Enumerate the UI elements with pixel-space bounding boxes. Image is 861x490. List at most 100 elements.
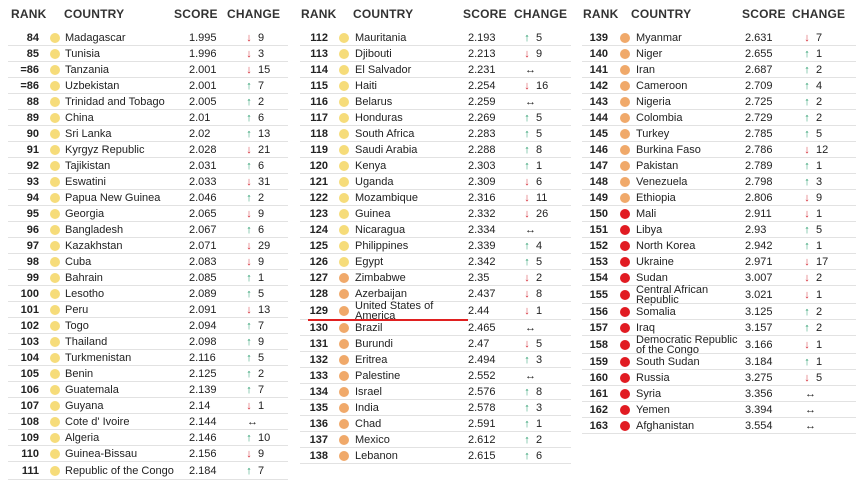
table-row: 119 Saudi Arabia 2.288 ↑ 8 (300, 142, 571, 158)
change-cell: 1 (816, 48, 823, 60)
table-row: 115 Haiti 2.254 ↓ 16 (300, 78, 571, 94)
peace-level-dot-icon (339, 161, 349, 171)
peace-level-dot-icon (339, 97, 349, 107)
row-divider (8, 141, 288, 142)
change-cell: 5 (536, 256, 543, 268)
change-cell: 6 (258, 224, 265, 236)
row-divider (582, 253, 856, 254)
row-divider (300, 415, 571, 416)
header-rank: RANK (301, 7, 337, 21)
peace-level-dot-icon (50, 257, 60, 267)
row-divider (582, 335, 856, 336)
rank-cell: 127 (309, 272, 328, 284)
country-cell: Brazil (355, 322, 383, 334)
arrow-down-icon: ↓ (804, 372, 810, 384)
change-cell: 2 (536, 434, 543, 446)
row-divider (8, 173, 288, 174)
row-divider (582, 205, 856, 206)
table-row: 120 Kenya 2.303 ↑ 1 (300, 158, 571, 174)
country-cell: Bahrain (65, 272, 103, 284)
row-divider (8, 445, 288, 446)
change-cell: 5 (536, 112, 543, 124)
table-row: 138 Lebanon 2.615 ↑ 6 (300, 448, 571, 464)
rank-cell: 115 (310, 80, 328, 92)
country-cell: Burkina Faso (636, 144, 701, 156)
arrow-up-icon: ↑ (524, 418, 530, 430)
peace-level-dot-icon (620, 145, 630, 155)
table-row: 98 Cuba 2.083 ↓ 9 (8, 254, 288, 270)
table-row: 104 Turkmenistan 2.116 ↑ 5 (8, 350, 288, 366)
score-cell: 2.139 (189, 384, 217, 396)
peace-level-dot-icon (50, 209, 60, 219)
change-cell: 2 (258, 192, 265, 204)
table-row: 147 Pakistan 2.789 ↑ 1 (582, 158, 856, 174)
country-cell: Nigeria (636, 96, 671, 108)
row-divider (8, 461, 288, 462)
peace-level-dot-icon (339, 81, 349, 91)
country-cell: Egypt (355, 256, 384, 268)
rank-cell: 121 (309, 176, 328, 188)
peace-level-dot-icon (339, 129, 349, 139)
peace-level-dot-icon (620, 97, 630, 107)
country-cell: Eritrea (355, 354, 388, 366)
arrow-up-icon: ↑ (524, 128, 530, 140)
score-cell: 2.47 (468, 338, 490, 350)
country-cell: Saudi Arabia (355, 144, 418, 156)
arrow-down-icon: ↓ (804, 289, 810, 301)
rank-cell: 99 (26, 272, 39, 284)
arrow-up-icon: ↑ (246, 336, 252, 348)
rank-cell: 161 (589, 388, 608, 400)
peace-level-dot-icon (50, 225, 60, 235)
rank-cell: 116 (310, 96, 328, 108)
header-score: SCORE (742, 7, 786, 21)
score-cell: 2.184 (189, 465, 217, 477)
arrow-up-icon: ↑ (524, 402, 530, 414)
row-divider (582, 109, 856, 110)
peace-level-dot-icon (50, 433, 60, 443)
table-row: 99 Bahrain 2.085 ↑ 1 (8, 270, 288, 286)
table-row: 124 Nicaragua 2.334 ↔ (300, 222, 571, 238)
arrow-up-icon: ↑ (246, 96, 252, 108)
arrow-down-icon: ↓ (246, 64, 252, 76)
rank-cell: 106 (20, 384, 39, 396)
row-divider (300, 173, 571, 174)
rank-cell: 100 (20, 288, 39, 300)
arrow-up-icon: ↑ (524, 434, 530, 446)
score-cell: 2.612 (468, 434, 496, 446)
rank-cell: 124 (309, 224, 328, 236)
arrow-up-icon: ↑ (804, 112, 810, 124)
table-row: 162 Yemen 3.394 ↔ (582, 402, 856, 418)
arrow-up-icon: ↑ (804, 322, 810, 334)
row-divider (582, 369, 856, 370)
row-divider (8, 429, 288, 430)
change-cell: 9 (536, 48, 543, 60)
country-cell: Israel (355, 386, 382, 398)
peace-level-dot-icon (620, 421, 630, 431)
rank-cell: 118 (310, 128, 328, 140)
peace-level-dot-icon (50, 321, 60, 331)
table-row: 137 Mexico 2.612 ↑ 2 (300, 432, 571, 448)
table-row: 146 Burkina Faso 2.786 ↓ 12 (582, 142, 856, 158)
score-cell: 2.001 (189, 64, 217, 76)
table-row: 102 Togo 2.094 ↑ 7 (8, 318, 288, 334)
row-divider (300, 383, 571, 384)
peace-level-dot-icon (620, 49, 630, 59)
table-row: 114 El Salvador 2.231 ↔ (300, 62, 571, 78)
row-divider (300, 221, 571, 222)
table-row: 107 Guyana 2.14 ↓ 1 (8, 398, 288, 414)
table-row: 92 Tajikistan 2.031 ↑ 6 (8, 158, 288, 174)
rank-cell: 129 (309, 305, 328, 317)
table-row: 156 Somalia 3.125 ↑ 2 (582, 304, 856, 320)
change-cell: 12 (816, 144, 829, 156)
row-divider (300, 189, 571, 190)
score-cell: 2.576 (468, 386, 496, 398)
score-cell: 2.729 (745, 112, 773, 124)
arrow-down-icon: ↓ (804, 192, 810, 204)
table-row: 91 Kyrgyz Republic 2.028 ↓ 21 (8, 142, 288, 158)
change-cell: 7 (258, 320, 265, 332)
row-divider (8, 61, 288, 62)
table-row: 150 Mali 2.911 ↓ 1 (582, 206, 856, 222)
arrow-up-icon: ↑ (804, 128, 810, 140)
rank-cell: 150 (589, 208, 608, 220)
arrow-up-icon: ↑ (246, 352, 252, 364)
